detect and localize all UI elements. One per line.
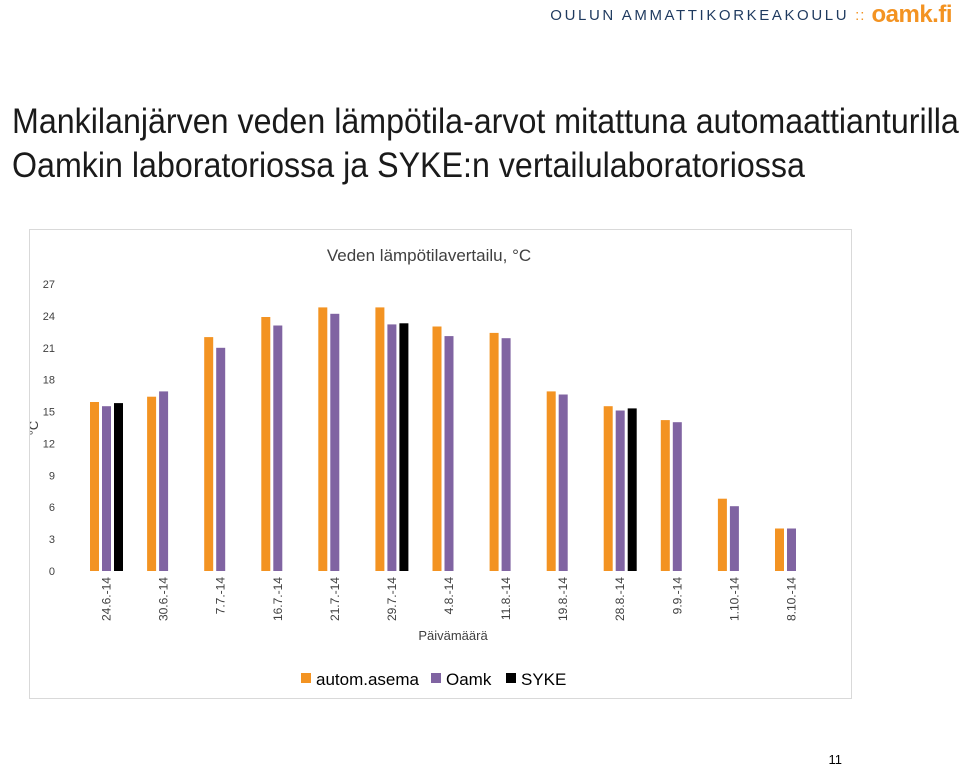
bar-oamk <box>387 324 397 571</box>
bar-syke <box>399 323 409 571</box>
y-tick-label: 6 <box>49 502 55 514</box>
bar-autom-asema <box>90 402 99 571</box>
bar-autom-asema <box>147 396 157 571</box>
slide-title: Mankilanjärven veden lämpötila-arvot mit… <box>12 100 959 188</box>
bar-chart: Veden lämpötilavertailu, °C 0 3 6 9 12 15 18 21 2… <box>30 246 799 689</box>
bar-oamk <box>330 313 340 571</box>
bar-autom-asema <box>660 420 670 571</box>
bar-syke <box>627 408 637 571</box>
bar-oamk <box>672 422 682 571</box>
y-tick-label: 0 <box>49 566 55 578</box>
bar-autom-asema <box>318 307 328 571</box>
bar-autom-asema <box>489 332 499 571</box>
oamk-logo[interactable]: oamk.fi <box>871 1 952 28</box>
school-name: OULUN AMMATTIKORKEAKOULU <box>550 6 850 24</box>
bar-autom-asema <box>261 317 271 571</box>
bar-autom-asema <box>375 307 385 571</box>
x-tick-label: 24.6.-14 <box>100 577 114 621</box>
legend-swatch <box>506 673 516 683</box>
bar-oamk <box>558 394 568 571</box>
slide-title-line-1: Mankilanjärven veden lämpötila-arvot mit… <box>12 102 959 141</box>
x-tick-label: 4.8.-14 <box>442 577 456 615</box>
y-tick-label: 18 <box>43 375 55 387</box>
bar-autom-asema <box>432 326 442 571</box>
x-tick-label: 8.10.-14 <box>785 577 799 621</box>
legend-swatch <box>431 673 441 683</box>
y-axis-label: °C <box>30 421 41 436</box>
bar-autom-asema <box>775 528 784 571</box>
x-axis-label: Päivämäärä <box>418 628 488 643</box>
y-tick-label: 24 <box>43 311 55 323</box>
bar-oamk <box>729 506 739 571</box>
x-tick-label: 21.7.-14 <box>328 577 342 621</box>
bar-oamk <box>615 410 625 571</box>
bar-syke <box>114 403 123 571</box>
bar-oamk <box>273 325 283 571</box>
chart-area: Veden lämpötilavertailu, °C 0 3 6 9 12 15 18 21 2… <box>29 229 852 699</box>
x-tick-label: 9.9.-14 <box>670 577 684 615</box>
x-tick-label: 28.8.-14 <box>613 577 627 621</box>
bar-oamk <box>216 347 226 571</box>
bar-oamk <box>501 338 511 571</box>
y-tick-label: 15 <box>43 407 55 419</box>
x-tick-label: 16.7.-14 <box>271 577 285 621</box>
bar-autom-asema <box>546 391 556 571</box>
legend-label: autom.asema <box>316 670 420 689</box>
legend-label: SYKE <box>521 670 566 689</box>
y-tick-label: 21 <box>43 343 55 355</box>
bar-oamk <box>159 391 169 571</box>
bar-autom-asema <box>603 406 613 571</box>
y-tick-label: 27 <box>43 279 55 291</box>
x-tick-label: 1.10.-14 <box>727 577 741 621</box>
legend-label: Oamk <box>446 670 492 689</box>
x-tick-label: 29.7.-14 <box>385 577 399 621</box>
bar-oamk <box>102 406 111 571</box>
y-tick-label: 12 <box>43 438 55 450</box>
chart-title: Veden lämpötilavertailu, °C <box>327 246 531 265</box>
x-tick-label: 19.8.-14 <box>556 577 570 621</box>
page-number: 11 <box>828 752 843 767</box>
x-tick-label: 7.7.-14 <box>214 577 228 615</box>
y-tick-label: 9 <box>49 470 55 482</box>
x-tick-label: 11.8.-14 <box>499 577 513 620</box>
slide-title-line-2: Oamkin laboratoriossa ja SYKE:n vertailu… <box>12 146 805 185</box>
bar-autom-asema <box>717 498 727 571</box>
legend-swatch <box>301 673 311 683</box>
header-brand: OULUN AMMATTIKORKEAKOULU :: oamk.fi <box>550 1 952 28</box>
x-tick-label: 30.6.-14 <box>157 577 171 621</box>
bar-autom-asema <box>204 337 214 571</box>
bar-oamk <box>787 528 796 571</box>
brand-separator: :: <box>855 6 866 24</box>
y-tick-label: 3 <box>49 534 55 546</box>
bar-oamk <box>444 336 454 571</box>
